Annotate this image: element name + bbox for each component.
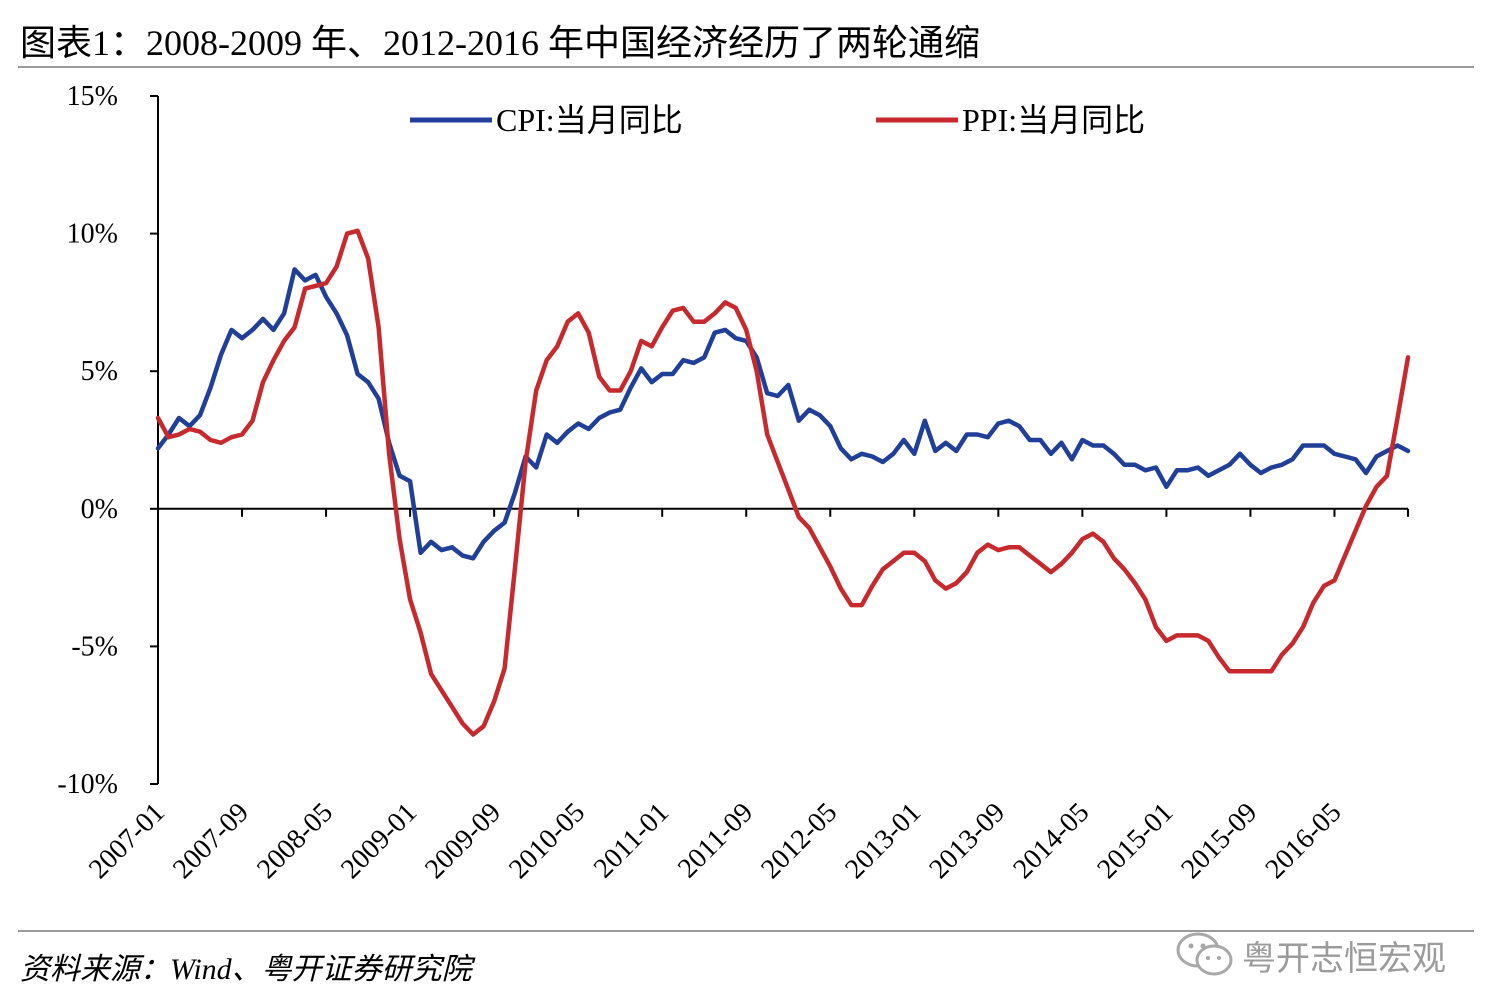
x-tick-label: 2012-05	[755, 797, 843, 885]
chart-axes: -10%-5%0%5%10%15%2007-012007-092008-0520…	[57, 81, 1409, 885]
x-tick-label: 2015-09	[1175, 797, 1263, 885]
source-note: 资料来源：Wind、粤开证券研究院	[20, 953, 472, 986]
x-tick-label: 2009-01	[335, 797, 423, 885]
y-tick-label: 15%	[67, 81, 118, 112]
x-tick-label: 2011-09	[672, 797, 759, 884]
x-tick-label: 2011-01	[588, 797, 675, 884]
x-tick-label: 2008-05	[251, 797, 339, 885]
chart-legend: CPI:当月同比 PPI:当月同比	[410, 102, 1145, 138]
x-tick-label: 2013-01	[839, 797, 927, 885]
watermark: 粤开志恒宏观	[1174, 930, 1446, 980]
chart-title: 图表1：2008-2009 年、2012-2016 年中国经济经历了两轮通缩	[20, 23, 980, 63]
x-tick-label: 2009-09	[419, 797, 507, 885]
y-tick-label: 0%	[81, 494, 118, 525]
cpi-line	[155, 267, 1411, 561]
x-tick-label: 2013-09	[923, 797, 1011, 885]
top-divider	[18, 66, 1474, 68]
x-tick-label: 2014-05	[1007, 797, 1095, 885]
y-tick-label: -10%	[57, 769, 118, 800]
y-tick-label: 5%	[81, 356, 118, 387]
x-tick-label: 2007-01	[83, 797, 171, 885]
y-tick-label: -5%	[71, 631, 118, 662]
x-tick-label: 2007-09	[167, 797, 255, 885]
watermark-text: 粤开志恒宏观	[1242, 938, 1446, 979]
wechat-icon	[1176, 932, 1233, 976]
x-tick-label: 2016-05	[1260, 797, 1348, 885]
bottom-divider	[18, 930, 1474, 932]
y-tick-label: 10%	[67, 219, 118, 250]
legend-label-ppi: PPI:当月同比	[962, 102, 1145, 138]
legend-label-cpi: CPI:当月同比	[496, 102, 683, 138]
ppi-line	[155, 228, 1411, 737]
line-chart: -10%-5%0%5%10%15%2007-012007-092008-0520…	[57, 81, 1411, 885]
x-tick-label: 2015-01	[1091, 797, 1179, 885]
x-tick-label: 2010-05	[503, 797, 591, 885]
series-lines	[155, 228, 1411, 737]
